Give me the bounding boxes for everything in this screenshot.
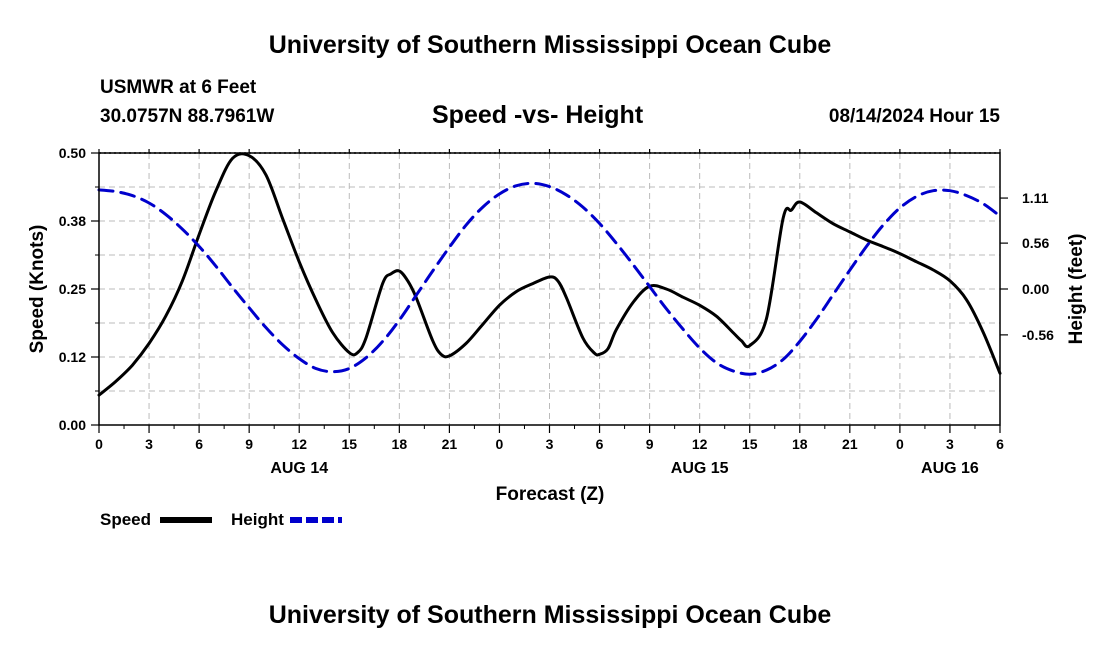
x-tick-label: 6 [596,436,604,452]
x-date-label: AUG 16 [921,460,979,477]
chart-legend: Speed Height [100,510,342,529]
y-tick-label: 0.50 [59,145,86,161]
chart-grid [99,153,1000,425]
x-tick-label: 15 [742,436,758,452]
x-tick-label: 12 [291,436,307,452]
x-tick-label: 21 [442,436,458,452]
x-tick-label: 3 [546,436,554,452]
y2-tick-label: 0.56 [1022,235,1049,251]
x-tick-label: 18 [792,436,808,452]
x-tick-label: 9 [646,436,654,452]
chart-ticks: 0 3 6 9 12 15 18 21 0 3 6 9 12 15 18 21 0 3 6 AUG 14 AUG 15 A… [59,145,1054,477]
x-tick-label: 6 [996,436,1004,452]
x-tick-label: 3 [946,436,954,452]
x-tick-label: 0 [896,436,904,452]
y2-tick-label: 0.00 [1022,281,1049,297]
x-tick-label: 0 [95,436,103,452]
station-location: 30.0757N 88.7961W [100,106,275,127]
series-speed-line [97,152,1002,397]
y2-tick-label: 1.11 [1022,190,1049,206]
x-tick-label: 9 [245,436,253,452]
station-name: USMWR at 6 Feet [100,77,257,98]
forecast-timestamp: 08/14/2024 Hour 15 [828,106,1000,127]
y-tick-label: 0.12 [59,349,86,365]
x-tick-label: 12 [692,436,708,452]
x-date-label: AUG 14 [270,460,328,477]
x-date-label: AUG 15 [671,460,729,477]
x-tick-label: 6 [195,436,203,452]
x-tick-label: 15 [341,436,357,452]
y2-axis-label: Height (feet) [1066,234,1087,345]
y-tick-label: 0.25 [59,281,86,297]
x-tick-label: 18 [392,436,408,452]
x-tick-label: 0 [496,436,504,452]
chart-title: Speed -vs- Height [432,101,644,129]
legend-speed-label: Speed [100,510,151,529]
y2-tick-label: -0.56 [1022,327,1054,343]
chart-series-layer [97,152,1002,397]
y-axis-label: Speed (Knots) [27,225,48,354]
page-title: University of Southern Mississippi Ocean… [268,31,832,59]
y-tick-label: 0.38 [59,213,86,229]
x-axis-label: Forecast (Z) [496,484,605,505]
footer-title: University of Southern Mississippi Ocean… [268,601,832,629]
legend-height-label: Height [231,510,284,529]
x-tick-label: 3 [145,436,153,452]
x-tick-label: 21 [842,436,858,452]
y-tick-label: 0.00 [59,417,86,433]
series-height-line [97,181,1002,376]
